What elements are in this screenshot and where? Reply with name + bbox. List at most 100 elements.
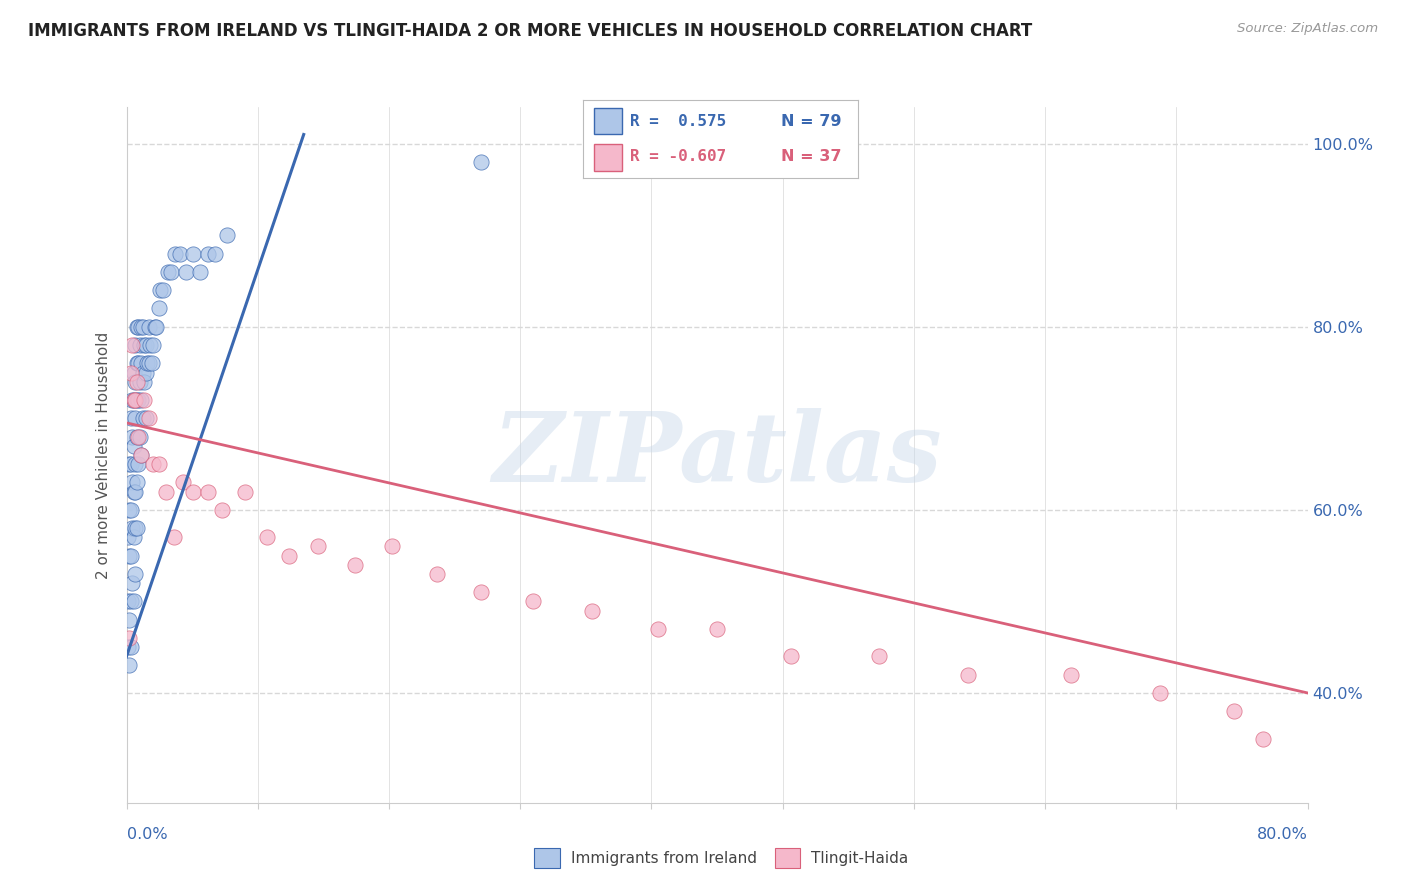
Point [124,566,146,581]
Point [204,246,226,260]
Point [141,356,163,370]
Point [188,265,211,279]
Text: N = 79: N = 79 [780,113,841,128]
Point [138,319,160,334]
Point [1149,686,1171,700]
Point [148,457,170,471]
Point [125,475,148,490]
Point [307,540,329,554]
Point [121,429,143,443]
Point [344,558,367,572]
FancyBboxPatch shape [595,144,621,170]
Point [128,429,150,443]
Point [118,457,141,471]
FancyBboxPatch shape [595,108,621,135]
Point [1251,731,1274,746]
Point [118,658,141,673]
Point [122,392,145,407]
Point [117,530,139,544]
Point [120,503,142,517]
Point [122,594,145,608]
Point [706,622,728,636]
Point [124,392,146,407]
Point [138,411,160,425]
Y-axis label: 2 or more Vehicles in Household: 2 or more Vehicles in Household [96,331,111,579]
Point [132,411,155,425]
Point [121,576,143,591]
Point [124,375,146,389]
Point [121,475,143,490]
Point [181,246,204,260]
Point [134,392,156,407]
Point [117,640,139,655]
Point [127,356,149,370]
Text: R =  0.575: R = 0.575 [630,113,727,128]
Point [124,338,146,352]
Point [120,549,142,563]
Point [142,338,165,352]
Point [128,375,150,389]
Point [138,356,160,370]
Point [127,429,149,443]
Point [215,228,238,243]
Point [128,338,150,352]
Point [127,392,149,407]
Point [121,338,143,352]
Point [132,366,155,380]
Point [956,667,979,681]
Point [143,319,166,334]
Point [278,549,301,563]
Point [211,503,233,517]
Point [145,319,167,334]
Text: 80.0%: 80.0% [1257,827,1308,841]
Point [129,448,153,462]
Point [129,448,153,462]
Point [129,319,153,334]
Point [135,338,157,352]
Point [1222,704,1246,718]
Point [779,649,801,664]
Point [124,484,146,499]
Text: Tlingit-Haida: Tlingit-Haida [811,851,908,865]
Text: IMMIGRANTS FROM IRELAND VS TLINGIT-HAIDA 2 OR MORE VEHICLES IN HOUSEHOLD CORRELA: IMMIGRANTS FROM IRELAND VS TLINGIT-HAIDA… [28,22,1032,40]
Point [581,603,603,617]
Point [256,530,278,544]
Point [156,265,179,279]
Point [122,484,145,499]
Point [117,594,139,608]
Point [122,392,145,407]
Point [1060,667,1083,681]
Point [120,366,142,380]
Point [134,338,156,352]
Point [125,429,148,443]
Point [647,622,669,636]
Point [129,356,153,370]
Point [165,246,187,260]
Point [425,566,447,581]
Point [124,521,146,535]
Point [120,411,142,425]
Point [135,411,157,425]
Text: ZIPatlas: ZIPatlas [492,408,942,502]
Point [124,457,146,471]
Point [122,366,145,380]
Point [142,457,165,471]
Point [233,484,256,499]
Text: R = -0.607: R = -0.607 [630,149,727,164]
Text: N = 37: N = 37 [780,149,841,164]
Point [129,392,153,407]
Point [125,356,148,370]
Point [172,475,194,490]
Point [470,155,492,169]
Point [127,319,149,334]
Point [155,484,177,499]
Point [174,265,197,279]
Point [163,530,186,544]
Point [169,246,191,260]
Point [132,319,155,334]
Point [118,631,141,645]
Point [152,283,174,297]
Point [136,356,159,370]
Text: Immigrants from Ireland: Immigrants from Ireland [571,851,756,865]
Point [121,521,143,535]
